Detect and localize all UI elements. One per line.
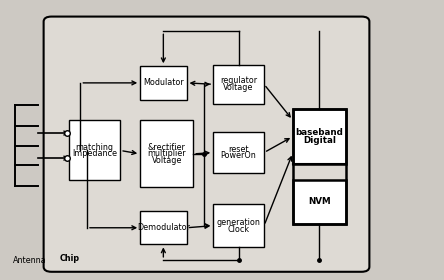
Text: Voltage: Voltage — [223, 83, 254, 92]
FancyBboxPatch shape — [69, 120, 120, 180]
Text: Chip: Chip — [59, 255, 79, 263]
Text: &rectifier: &rectifier — [148, 143, 186, 152]
Text: Demodulator: Demodulator — [137, 223, 190, 232]
Text: NVM: NVM — [308, 197, 331, 206]
Text: Digital: Digital — [303, 136, 336, 145]
Text: Impedance: Impedance — [72, 149, 117, 158]
Text: multiplier: multiplier — [147, 150, 186, 158]
Text: Modulator: Modulator — [143, 78, 184, 87]
FancyBboxPatch shape — [213, 132, 264, 173]
Text: Clock: Clock — [227, 225, 250, 234]
Text: PowerOn: PowerOn — [221, 151, 257, 160]
FancyBboxPatch shape — [140, 211, 186, 244]
FancyBboxPatch shape — [213, 65, 264, 104]
FancyBboxPatch shape — [44, 17, 369, 272]
FancyBboxPatch shape — [293, 180, 346, 224]
FancyBboxPatch shape — [213, 204, 264, 247]
FancyBboxPatch shape — [293, 109, 346, 164]
FancyBboxPatch shape — [140, 120, 193, 187]
Text: matching: matching — [76, 143, 114, 151]
FancyBboxPatch shape — [140, 66, 186, 100]
Text: generation: generation — [217, 218, 261, 227]
Text: baseband: baseband — [295, 128, 343, 137]
Text: reset: reset — [228, 145, 249, 154]
Text: Antenna: Antenna — [12, 256, 46, 265]
Text: Voltage: Voltage — [151, 156, 182, 165]
Text: regulator: regulator — [220, 76, 257, 85]
